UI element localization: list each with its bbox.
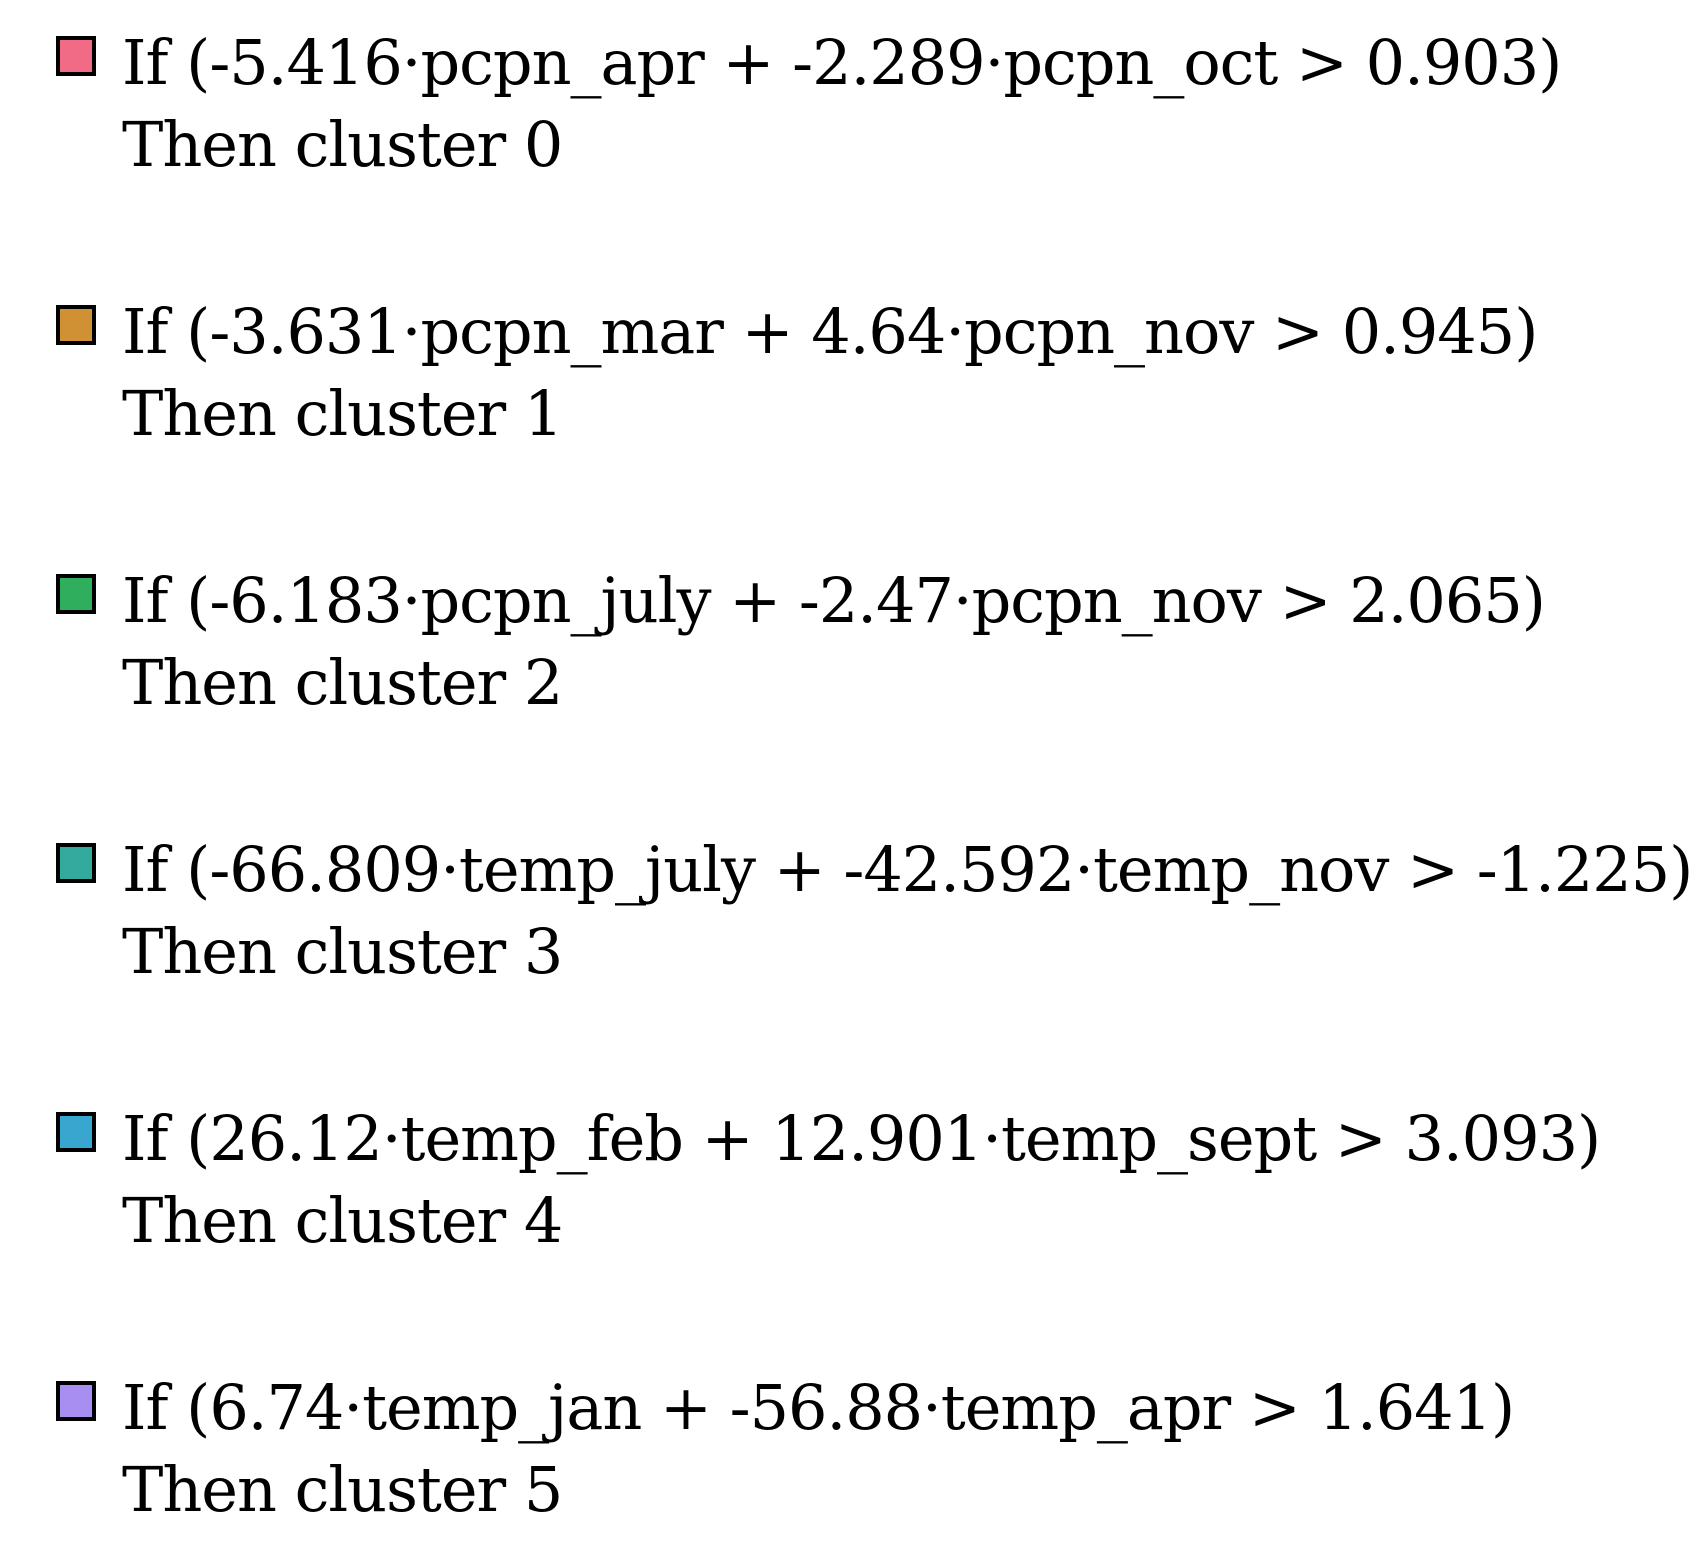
cluster-5-swatch bbox=[56, 1381, 96, 1421]
cluster-0-rule: If (-5.416·pcpn_apr + -2.289·pcpn_oct > … bbox=[122, 26, 1562, 99]
legend-entry-cluster-3: If (-66.809·temp_july + -42.592·temp_nov… bbox=[56, 839, 1693, 1003]
cluster-1-swatch bbox=[56, 305, 96, 345]
cluster-0-swatch bbox=[56, 36, 96, 76]
legend-entry-cluster-5: If (6.74·temp_jan + -56.88·temp_apr > 1.… bbox=[56, 1377, 1676, 1541]
cluster-2-rule: If (-6.183·pcpn_july + -2.47·pcpn_nov > … bbox=[122, 564, 1546, 637]
cluster-3-label: Then cluster 3 bbox=[122, 915, 563, 988]
cluster-0-label: Then cluster 0 bbox=[122, 108, 563, 181]
cluster-2-swatch bbox=[56, 574, 96, 614]
legend-entry-cluster-2: If (-6.183·pcpn_july + -2.47·pcpn_nov > … bbox=[56, 570, 1676, 734]
cluster-1-label: Then cluster 1 bbox=[122, 377, 563, 450]
cluster-3-swatch bbox=[56, 843, 96, 883]
cluster-4-rule: If (26.12·temp_feb + 12.901·temp_sept > … bbox=[122, 1102, 1601, 1175]
cluster-1-rule: If (-3.631·pcpn_mar + 4.64·pcpn_nov > 0.… bbox=[122, 295, 1538, 368]
legend-entry-cluster-4: If (26.12·temp_feb + 12.901·temp_sept > … bbox=[56, 1108, 1676, 1272]
legend-entry-cluster-1: If (-3.631·pcpn_mar + 4.64·pcpn_nov > 0.… bbox=[56, 301, 1676, 465]
cluster-3-rule: If (-66.809·temp_july + -42.592·temp_nov… bbox=[122, 833, 1693, 906]
cluster-5-rule: If (6.74·temp_jan + -56.88·temp_apr > 1.… bbox=[122, 1371, 1515, 1444]
cluster-5-label: Then cluster 5 bbox=[122, 1453, 563, 1526]
legend-entry-cluster-0: If (-5.416·pcpn_apr + -2.289·pcpn_oct > … bbox=[56, 32, 1676, 196]
cluster-4-label: Then cluster 4 bbox=[122, 1184, 563, 1257]
cluster-2-label: Then cluster 2 bbox=[122, 646, 563, 719]
cluster-4-swatch bbox=[56, 1112, 96, 1152]
